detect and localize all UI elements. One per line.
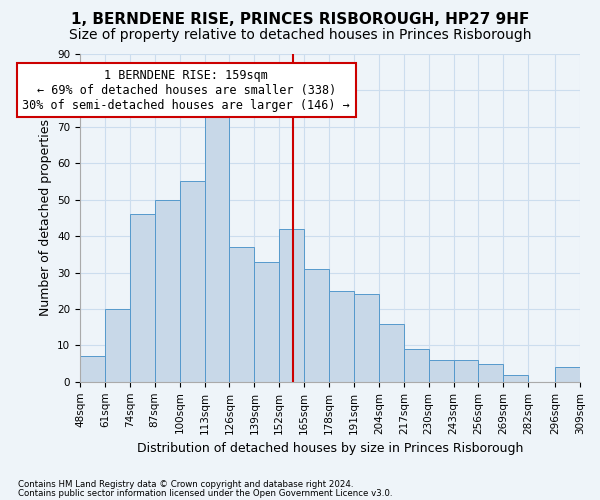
Bar: [555, 367, 580, 382]
Text: Contains public sector information licensed under the Open Government Licence v3: Contains public sector information licen…: [18, 488, 392, 498]
Bar: [205, 112, 229, 382]
Bar: [454, 360, 478, 382]
X-axis label: Distribution of detached houses by size in Princes Risborough: Distribution of detached houses by size …: [137, 442, 523, 455]
Bar: [80, 356, 105, 382]
Bar: [379, 324, 404, 382]
Bar: [354, 294, 379, 382]
Text: Size of property relative to detached houses in Princes Risborough: Size of property relative to detached ho…: [69, 28, 531, 42]
Bar: [304, 269, 329, 382]
Bar: [428, 360, 454, 382]
Bar: [478, 364, 503, 382]
Text: 1 BERNDENE RISE: 159sqm
← 69% of detached houses are smaller (338)
30% of semi-d: 1 BERNDENE RISE: 159sqm ← 69% of detache…: [22, 68, 350, 112]
Text: 1, BERNDENE RISE, PRINCES RISBOROUGH, HP27 9HF: 1, BERNDENE RISE, PRINCES RISBOROUGH, HP…: [71, 12, 529, 28]
Bar: [105, 309, 130, 382]
Y-axis label: Number of detached properties: Number of detached properties: [38, 120, 52, 316]
Bar: [254, 262, 279, 382]
Bar: [279, 229, 304, 382]
Bar: [179, 182, 205, 382]
Bar: [503, 374, 528, 382]
Bar: [229, 247, 254, 382]
Bar: [329, 291, 354, 382]
Bar: [404, 349, 428, 382]
Bar: [130, 214, 155, 382]
Bar: [155, 200, 179, 382]
Text: Contains HM Land Registry data © Crown copyright and database right 2024.: Contains HM Land Registry data © Crown c…: [18, 480, 353, 489]
